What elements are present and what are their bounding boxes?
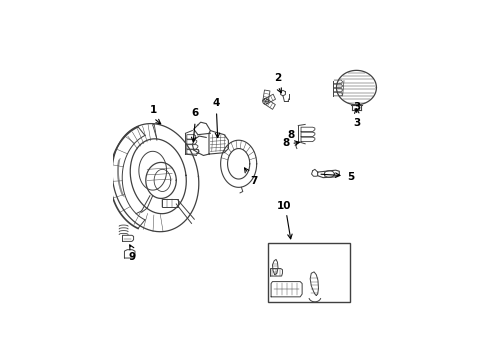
- Text: 8: 8: [288, 130, 295, 140]
- Text: 3: 3: [353, 118, 361, 128]
- Text: 3: 3: [353, 102, 361, 112]
- Text: 6: 6: [192, 108, 199, 118]
- Text: 7: 7: [250, 176, 257, 186]
- Bar: [162, 199, 178, 207]
- Text: 4: 4: [213, 98, 220, 108]
- Bar: [268, 243, 349, 302]
- Text: 1: 1: [150, 105, 157, 115]
- Text: 8: 8: [282, 138, 290, 148]
- Text: 9: 9: [129, 252, 136, 262]
- Text: 10: 10: [277, 201, 292, 211]
- Text: 5: 5: [347, 172, 354, 182]
- Text: 2: 2: [274, 73, 282, 83]
